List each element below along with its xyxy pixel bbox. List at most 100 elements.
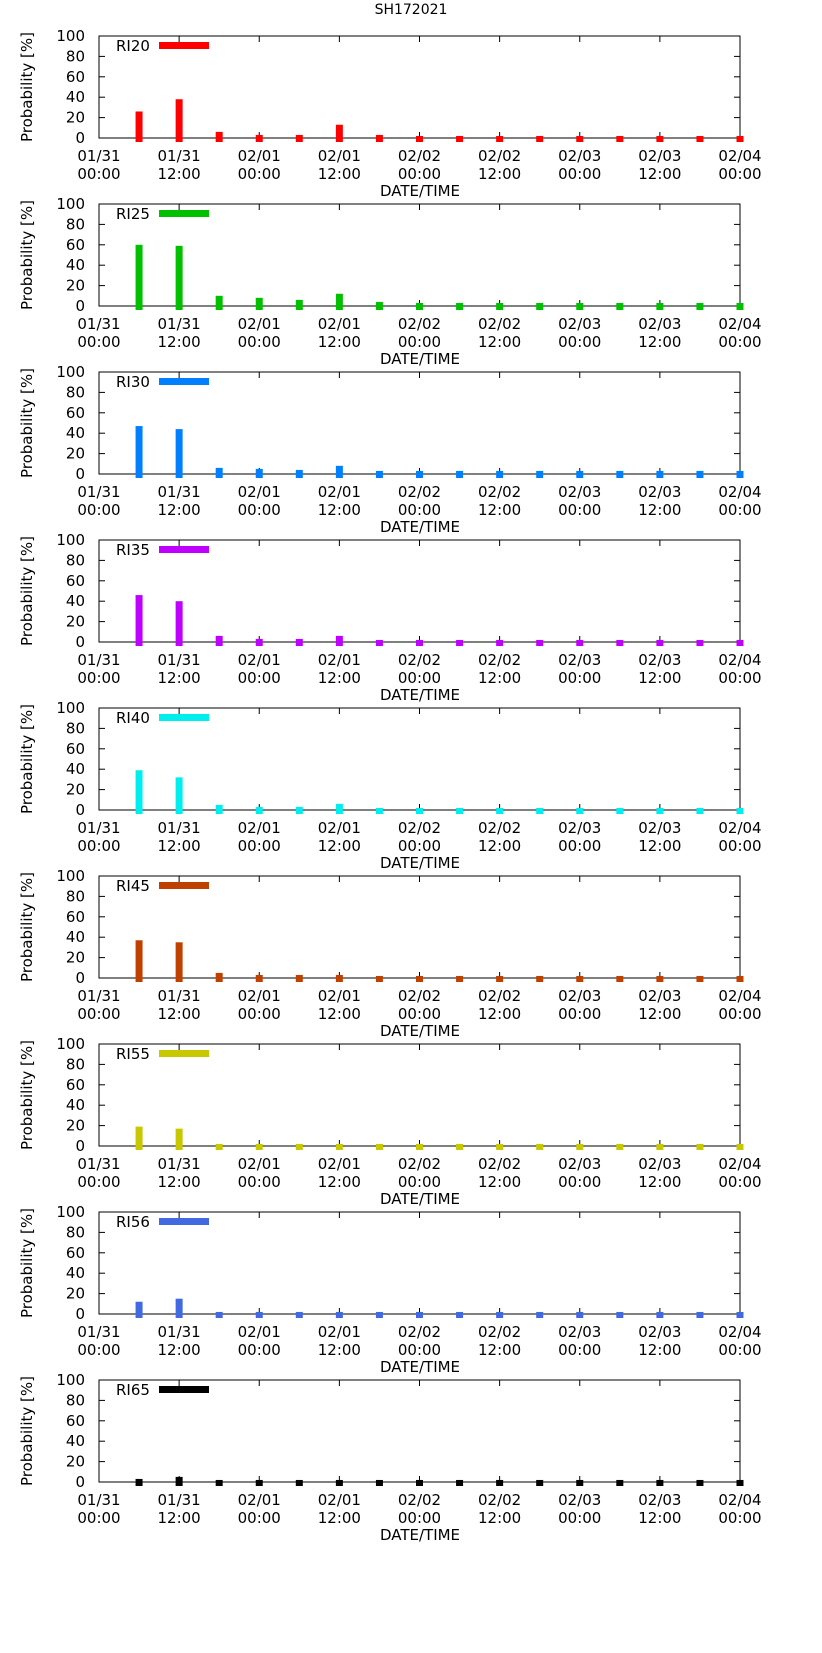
bar-ri25-15: [736, 302, 744, 310]
x-tick-label-time: 00:00: [558, 1005, 601, 1023]
x-axis-title: DATE/TIME: [380, 1526, 460, 1544]
y-tick-label: 20: [66, 445, 85, 463]
x-tick-label-date: 02/04: [718, 1155, 761, 1173]
x-tick-label-time: 12:00: [478, 1173, 521, 1191]
bar-ri45-8: [456, 975, 464, 982]
bar-ri55-0: [135, 1126, 143, 1150]
x-tick-label-time: 00:00: [77, 1509, 120, 1527]
x-tick-label-time: 00:00: [558, 1341, 601, 1359]
y-tick-label: 80: [66, 551, 85, 569]
bar-ri30-0: [135, 426, 143, 478]
x-tick-label-date: 02/01: [318, 819, 361, 837]
bar-ri30-5: [335, 465, 343, 478]
x-tick-label-date: 02/02: [478, 315, 521, 333]
x-tick-label-date: 02/02: [398, 819, 441, 837]
bar-ri20-5: [335, 124, 343, 142]
x-tick-label-time: 00:00: [558, 165, 601, 183]
bar-ri25-11: [576, 302, 584, 310]
bar-ri45-6: [375, 975, 383, 982]
x-tick-label-date: 02/03: [638, 315, 681, 333]
bar-ri35-10: [536, 639, 544, 646]
bar-ri20-13: [656, 135, 664, 142]
bar-ri55-5: [335, 1143, 343, 1150]
bar-ri20-1: [175, 99, 183, 142]
y-tick-label: 60: [66, 1244, 85, 1262]
x-tick-label-time: 00:00: [558, 1173, 601, 1191]
x-tick-label-date: 01/31: [77, 483, 120, 501]
y-tick-label: 80: [66, 1223, 85, 1241]
x-tick-label-date: 01/31: [77, 819, 120, 837]
bar-ri30-13: [656, 470, 664, 478]
x-tick-label-time: 12:00: [158, 501, 201, 519]
x-tick-label-date: 02/02: [398, 1323, 441, 1341]
y-axis-title: Probability [%]: [18, 200, 36, 310]
x-tick-label-time: 12:00: [158, 1173, 201, 1191]
bar-ri40-11: [576, 807, 584, 814]
y-axis-title: Probability [%]: [18, 1376, 36, 1486]
bar-ri25-7: [416, 302, 423, 310]
y-tick-label: 40: [66, 592, 85, 610]
x-tick-label-time: 00:00: [718, 333, 761, 351]
bar-ri45-12: [616, 975, 624, 982]
x-tick-label-time: 00:00: [238, 837, 281, 855]
bar-ri40-7: [416, 807, 423, 814]
x-tick-label-date: 02/03: [558, 819, 601, 837]
x-tick-label-date: 02/03: [558, 147, 601, 165]
bar-ri45-11: [576, 975, 584, 982]
x-tick-label-date: 02/03: [638, 1155, 681, 1173]
bar-ri56-4: [295, 1311, 303, 1318]
y-tick-label: 40: [66, 88, 85, 106]
bar-ri35-11: [576, 639, 584, 646]
x-tick-label-date: 01/31: [158, 315, 201, 333]
bar-ri20-10: [536, 135, 544, 142]
bar-ri35-4: [295, 638, 303, 646]
x-tick-label-time: 12:00: [158, 1341, 201, 1359]
x-tick-label-date: 01/31: [158, 1155, 201, 1173]
y-tick-label: 20: [66, 613, 85, 631]
bar-ri56-7: [416, 1311, 423, 1318]
bar-ri56-8: [456, 1311, 464, 1318]
bar-ri30-3: [255, 468, 263, 478]
x-axis-title: DATE/TIME: [380, 854, 460, 872]
bar-ri25-0: [135, 244, 143, 310]
bar-ri20-2: [215, 131, 223, 142]
y-tick-label: 100: [56, 195, 85, 213]
x-tick-label-time: 12:00: [638, 501, 681, 519]
y-tick-label: 100: [56, 27, 85, 45]
y-tick-label: 100: [56, 1035, 85, 1053]
bar-ri55-10: [536, 1143, 544, 1150]
y-tick-label: 60: [66, 404, 85, 422]
x-tick-label-time: 00:00: [398, 501, 441, 519]
y-axis-title: Probability [%]: [18, 704, 36, 814]
x-tick-label-time: 00:00: [718, 1173, 761, 1191]
x-tick-label-date: 02/02: [478, 1491, 521, 1509]
y-tick-label: 40: [66, 256, 85, 274]
x-tick-label-time: 00:00: [238, 1341, 281, 1359]
y-tick-label: 60: [66, 236, 85, 254]
bar-ri25-1: [175, 245, 183, 310]
y-axis-title: Probability [%]: [18, 536, 36, 646]
x-tick-label-time: 12:00: [478, 1005, 521, 1023]
y-tick-label: 60: [66, 908, 85, 926]
plot-frame: [98, 371, 741, 475]
bar-ri25-12: [616, 302, 624, 310]
x-tick-label-date: 02/03: [638, 1491, 681, 1509]
bar-ri35-7: [416, 639, 423, 646]
y-axis-title: Probability [%]: [18, 872, 36, 982]
x-tick-label-date: 02/03: [558, 987, 601, 1005]
x-tick-label-time: 00:00: [77, 501, 120, 519]
x-axis-title: DATE/TIME: [380, 350, 460, 368]
bar-ri65-6: [375, 1479, 383, 1486]
x-tick-label-time: 12:00: [638, 165, 681, 183]
bar-ri65-8: [456, 1479, 464, 1486]
x-tick-label-date: 02/03: [558, 651, 601, 669]
x-tick-label-time: 12:00: [318, 1173, 361, 1191]
bar-ri55-14: [696, 1143, 704, 1150]
bar-ri56-3: [255, 1311, 263, 1318]
bar-ri65-1: [175, 1476, 183, 1486]
x-tick-label-time: 12:00: [638, 1005, 681, 1023]
x-tick-label-time: 00:00: [558, 1509, 601, 1527]
x-tick-label-time: 12:00: [158, 669, 201, 687]
y-tick-label: 20: [66, 1453, 85, 1471]
bar-ri20-14: [696, 135, 704, 142]
